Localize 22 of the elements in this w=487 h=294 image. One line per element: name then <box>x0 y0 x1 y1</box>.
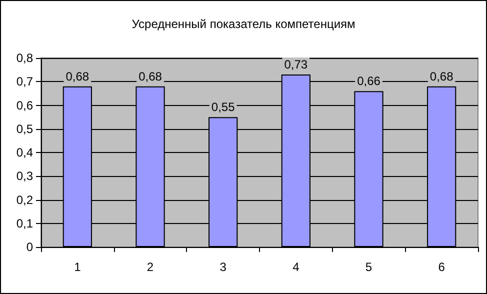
y-tick-label: 0,6 <box>16 98 34 112</box>
y-tick-label: 0,2 <box>16 192 34 207</box>
x-tick-label: 1 <box>74 260 82 274</box>
data-label: 0,68 <box>66 69 90 84</box>
x-tick-label: 4 <box>292 260 300 274</box>
y-tick-label: 0,3 <box>16 169 34 184</box>
x-tick-label: 2 <box>146 260 154 274</box>
data-label: 0,73 <box>284 58 308 72</box>
y-tick-label: 0,8 <box>16 51 34 65</box>
data-label: 0,55 <box>211 100 236 114</box>
x-tick-label: 6 <box>438 260 446 274</box>
data-label: 0,68 <box>430 69 454 84</box>
y-tick-label: 0,4 <box>16 146 34 160</box>
data-label: 0,68 <box>138 69 162 84</box>
x-tick-label: 5 <box>365 260 372 274</box>
x-tick-label: 3 <box>220 260 227 274</box>
chart-title: Усредненный показатель компетенциям <box>132 17 356 31</box>
data-label: 0,66 <box>357 74 381 88</box>
y-tick-label: 0,7 <box>16 74 34 89</box>
y-tick-label: 0,5 <box>16 122 34 136</box>
y-tick-label: 0 <box>26 240 34 254</box>
y-tick-label: 0,1 <box>16 216 34 230</box>
